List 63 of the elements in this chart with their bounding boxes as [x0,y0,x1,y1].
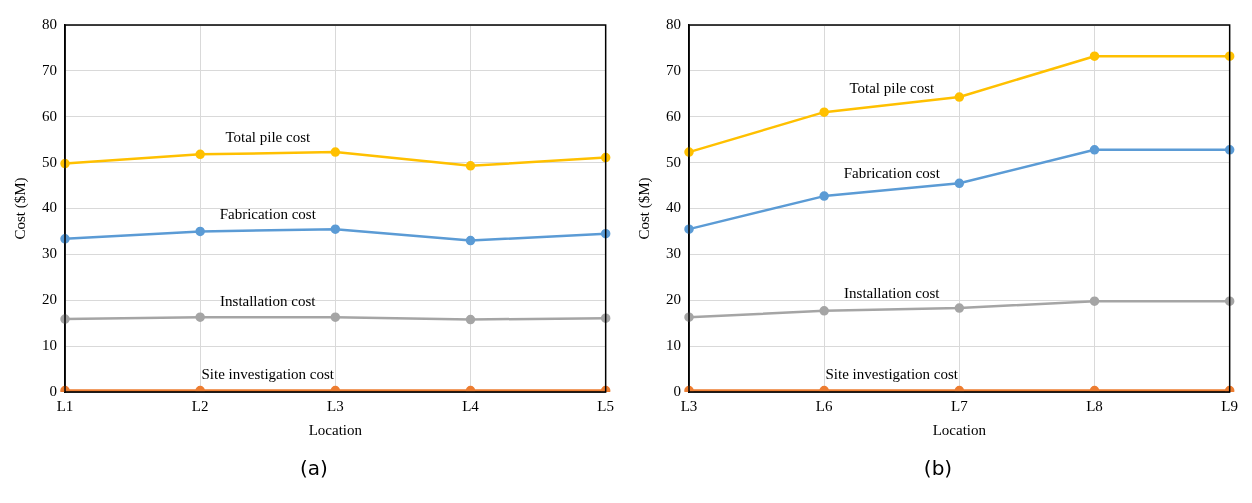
point [465,314,476,325]
y-tick-label: 10 [666,337,681,354]
series-label: Site investigation cost [201,366,335,383]
text: (b) [922,456,954,480]
x-tick-label: L3 [327,397,344,414]
y-tick-label: 80 [42,15,57,32]
point [195,385,205,392]
point [330,147,341,157]
point [195,226,205,237]
point [1089,145,1100,155]
series-label: Site investigation cost [825,366,959,383]
point [330,312,341,322]
point [330,224,341,234]
y-tick-label: 0 [49,382,57,399]
text: (a) [299,456,329,480]
x-axis-title: Location [932,421,987,438]
series-label: Fabrication cost [219,205,317,222]
point [954,178,965,189]
series-label: Total pile cost [849,80,935,97]
y-tick-label: 60 [666,107,681,124]
y-tick-label: 60 [42,107,57,124]
point [819,385,829,392]
x-tick-label: L2 [191,397,209,414]
y-tick-label: 0 [673,382,681,399]
y-tick-label: 50 [666,153,681,170]
x-tick-label: L1 [56,397,74,414]
y-tick-label: 70 [666,61,681,78]
y-tick-label: 80 [666,15,681,32]
series-label: Total pile cost [225,128,311,145]
series-label: Installation cost [220,292,317,309]
y-tick-label: 10 [42,337,57,354]
point [195,149,205,160]
point [465,235,476,246]
y-axis-title: Cost ($M) [635,177,653,240]
x-tick-label: L9 [1221,397,1238,414]
point [1089,296,1100,306]
point [819,306,829,316]
point [195,312,205,322]
y-tick-label: 20 [666,291,681,308]
x-tick-label: L3 [680,397,698,414]
point [819,191,829,201]
x-tick-label: L5 [597,397,614,414]
y-axis-title: Cost ($M) [11,177,29,240]
y-tick-label: 30 [42,245,57,262]
y-tick-label: 20 [42,291,57,308]
y-tick-label: 40 [666,199,681,216]
y-tick-label: 30 [666,245,681,262]
point [1089,51,1100,61]
point [465,161,476,171]
y-tick-label: 40 [42,199,57,216]
series-label: Fabrication cost [843,165,941,182]
series-label: Installation cost [844,284,941,301]
point [819,107,829,117]
x-tick-label: L6 [815,397,833,414]
y-tick-label: 70 [42,61,57,78]
point [954,303,965,313]
point [954,92,965,102]
x-tick-label: L7 [951,397,969,414]
point [600,152,611,163]
x-tick-label: L4 [462,397,480,414]
x-axis-title: Location [308,421,363,438]
y-tick-label: 50 [42,153,57,170]
x-tick-label: L8 [1086,397,1103,414]
